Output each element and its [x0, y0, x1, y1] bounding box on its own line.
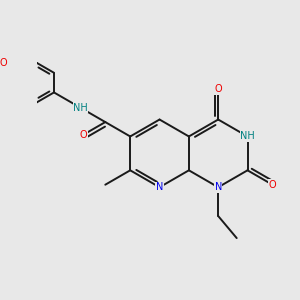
- Text: O: O: [214, 84, 222, 94]
- Text: O: O: [80, 130, 87, 140]
- Text: O: O: [268, 180, 276, 190]
- Text: O: O: [0, 58, 7, 68]
- Text: NH: NH: [73, 103, 88, 113]
- Text: N: N: [214, 182, 222, 192]
- Text: N: N: [156, 182, 163, 192]
- Text: NH: NH: [240, 131, 255, 142]
